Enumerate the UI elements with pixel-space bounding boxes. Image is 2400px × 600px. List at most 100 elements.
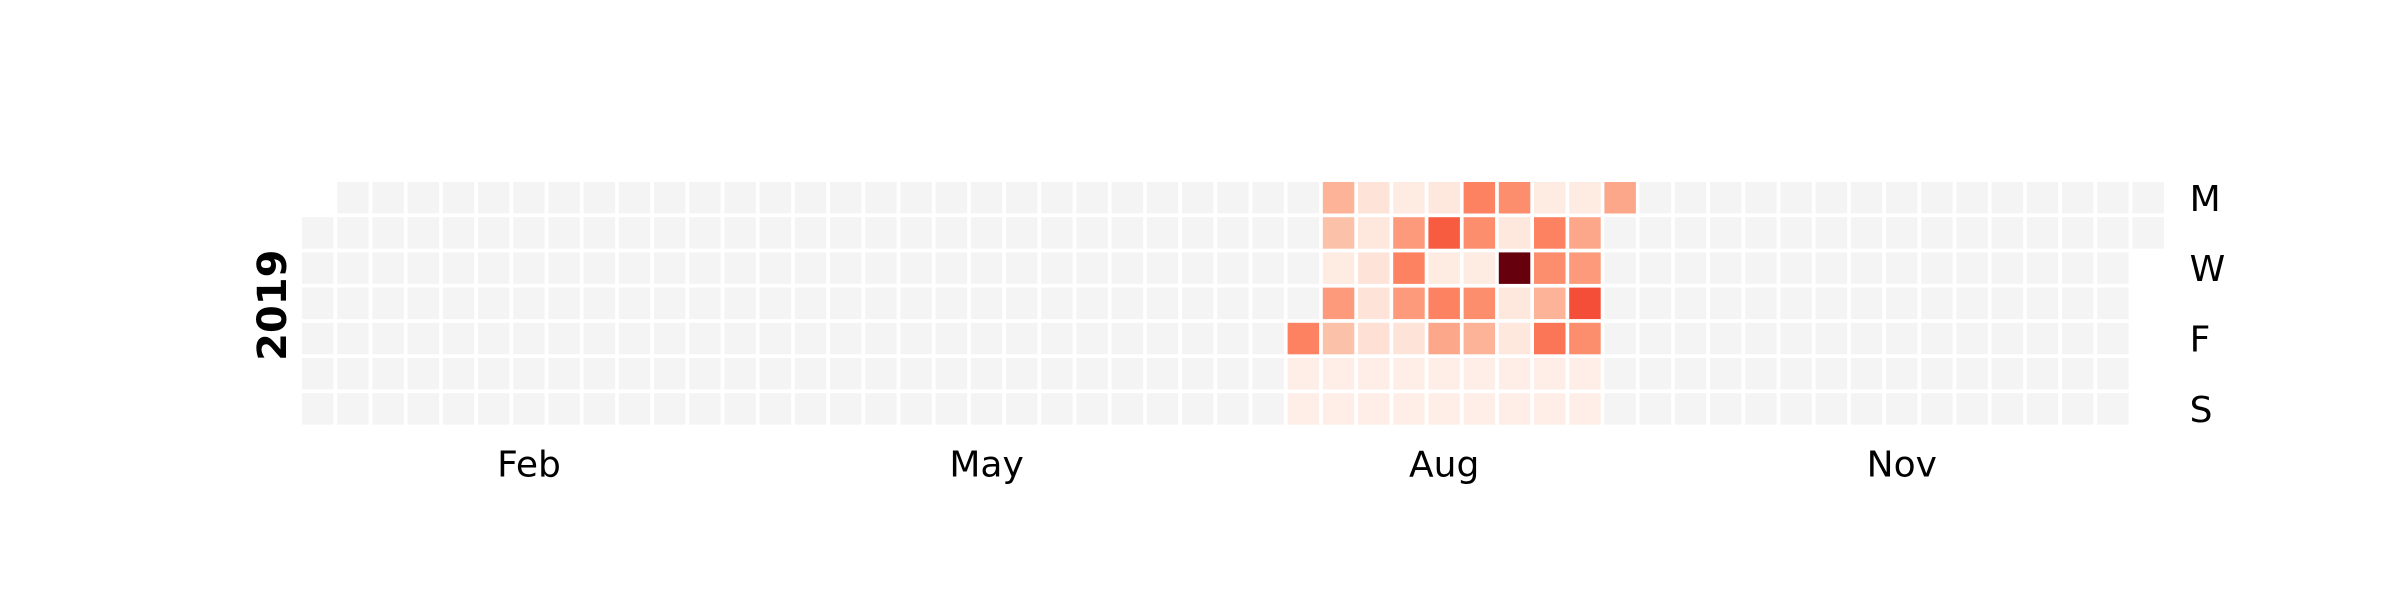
heatmap-cell	[1745, 287, 1777, 320]
heatmap-cell	[654, 393, 686, 425]
heatmap-cell	[583, 217, 616, 249]
heatmap-cell	[1569, 393, 1601, 425]
heatmap-cell	[1569, 182, 1601, 214]
heatmap-cell	[970, 182, 1003, 214]
heatmap-cell	[1076, 182, 1108, 214]
heatmap-cell	[337, 287, 369, 320]
heatmap-cell	[1921, 358, 1953, 390]
heatmap-cell	[442, 287, 475, 320]
heatmap-cell	[1252, 287, 1284, 320]
heatmap-cell	[337, 358, 369, 390]
heatmap-cell	[1850, 287, 1883, 320]
heatmap-cell	[1780, 217, 1812, 249]
heatmap-cell	[1956, 252, 1988, 284]
heatmap-cell	[302, 393, 334, 425]
heatmap-cell	[2026, 182, 2059, 214]
heatmap-cell	[1358, 322, 1390, 355]
day-label: F	[2190, 320, 2211, 361]
heatmap-cell	[513, 287, 545, 320]
heatmap-cell	[1076, 393, 1108, 425]
heatmap-cell	[794, 252, 827, 284]
heatmap-cell	[1534, 322, 1566, 355]
heatmap-cell	[1111, 358, 1144, 390]
heatmap-cell	[1393, 182, 1425, 214]
heatmap-cell	[689, 287, 721, 320]
heatmap-cell	[1041, 322, 1073, 355]
heatmap-cell	[1815, 217, 1848, 249]
heatmap-cell	[1428, 182, 1460, 214]
heatmap-cell	[478, 322, 510, 355]
heatmap-cell	[407, 322, 440, 355]
heatmap-cell	[1428, 252, 1460, 284]
heatmap-cell	[2097, 393, 2129, 425]
heatmap-cell	[548, 287, 580, 320]
heatmap-cell	[654, 182, 686, 214]
heatmap-cell	[1498, 287, 1531, 320]
heatmap-cell	[1111, 287, 1144, 320]
heatmap-cells	[302, 182, 2164, 425]
month-label: Nov	[1867, 444, 1937, 485]
heatmap-cell	[442, 182, 475, 214]
heatmap-cell	[1111, 322, 1144, 355]
heatmap-cell	[1076, 358, 1108, 390]
heatmap-cell	[830, 252, 862, 284]
heatmap-cell	[513, 358, 545, 390]
heatmap-cell	[1604, 393, 1636, 425]
heatmap-cell	[548, 182, 580, 214]
heatmap-cell	[970, 358, 1003, 390]
heatmap-cell	[1815, 393, 1848, 425]
heatmap-cell	[1850, 322, 1883, 355]
heatmap-cell	[478, 217, 510, 249]
heatmap-cell	[865, 182, 897, 214]
heatmap-cell	[1498, 217, 1531, 249]
heatmap-cell	[1674, 182, 1707, 214]
heatmap-cell	[1358, 217, 1390, 249]
heatmap-cell	[2062, 252, 2094, 284]
heatmap-cell	[1498, 182, 1531, 214]
heatmap-cell	[935, 358, 968, 390]
heatmap-cell	[548, 393, 580, 425]
heatmap-cell	[1498, 322, 1531, 355]
heatmap-cell	[407, 217, 440, 249]
heatmap-cell	[1182, 358, 1214, 390]
heatmap-cell	[1604, 358, 1636, 390]
heatmap-cell	[1534, 182, 1566, 214]
heatmap-cell	[1886, 217, 1918, 249]
heatmap-cell	[1463, 217, 1496, 249]
heatmap-cell	[1287, 358, 1320, 390]
heatmap-cell	[724, 182, 756, 214]
month-labels: Feb May Aug Nov	[497, 444, 1937, 485]
heatmap-cell	[1569, 252, 1601, 284]
heatmap-cell	[900, 358, 932, 390]
heatmap-cell	[724, 358, 756, 390]
heatmap-cell	[1463, 252, 1496, 284]
heatmap-cell	[1252, 358, 1284, 390]
heatmap-cell	[1710, 252, 1742, 284]
heatmap-cell	[1956, 287, 1988, 320]
heatmap-cell	[2062, 393, 2094, 425]
heatmap-cell	[1850, 393, 1883, 425]
heatmap-cell	[1534, 393, 1566, 425]
heatmap-cell	[970, 393, 1003, 425]
heatmap-cell	[478, 182, 510, 214]
heatmap-cell	[1322, 252, 1355, 284]
heatmap-cell	[900, 217, 932, 249]
heatmap-cell	[2062, 182, 2094, 214]
heatmap-cell	[337, 252, 369, 284]
day-label: S	[2190, 390, 2213, 431]
heatmap-cell	[1041, 217, 1073, 249]
heatmap-cell	[1639, 287, 1672, 320]
heatmap-cell	[1322, 217, 1355, 249]
heatmap-cell	[2097, 358, 2129, 390]
heatmap-cell	[1921, 252, 1953, 284]
heatmap-cell	[442, 252, 475, 284]
heatmap-cell	[1780, 287, 1812, 320]
heatmap-cell	[1991, 252, 2024, 284]
heatmap-cell	[1674, 358, 1707, 390]
heatmap-cell	[1006, 217, 1038, 249]
heatmap-cell	[1006, 358, 1038, 390]
heatmap-cell	[1217, 217, 1249, 249]
heatmap-cell	[2097, 287, 2129, 320]
heatmap-cell	[794, 182, 827, 214]
heatmap-cell	[1956, 217, 1988, 249]
